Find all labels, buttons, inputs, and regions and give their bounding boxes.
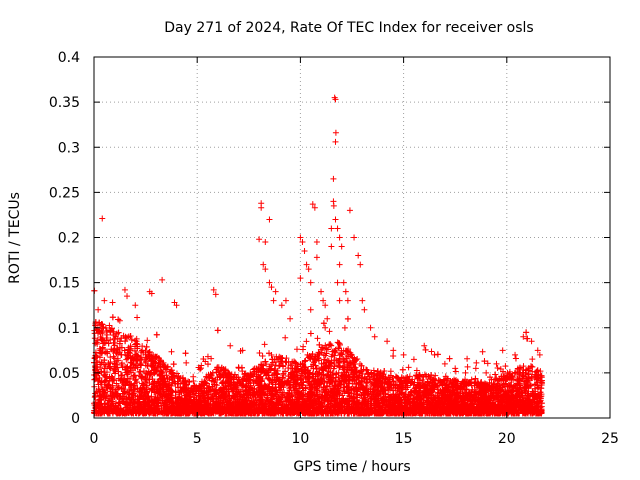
- data-point: [479, 348, 486, 355]
- data-point: [468, 376, 475, 383]
- data-point: [425, 373, 432, 380]
- data-point: [286, 385, 293, 392]
- data-point: [502, 363, 509, 370]
- data-point: [464, 355, 471, 362]
- data-point: [413, 367, 420, 374]
- data-point: [370, 374, 377, 381]
- data-point: [494, 364, 501, 371]
- data-point: [204, 353, 211, 360]
- data-point: [282, 334, 289, 341]
- data-point: [523, 366, 530, 373]
- data-point: [114, 355, 121, 362]
- data-point: [341, 324, 348, 331]
- grid-lines: [94, 57, 610, 418]
- data-point: [359, 378, 366, 385]
- data-point: [163, 372, 170, 379]
- data-point: [122, 351, 129, 358]
- data-point: [107, 336, 114, 343]
- data-point: [183, 359, 190, 366]
- data-point: [302, 391, 309, 398]
- data-point: [192, 390, 199, 397]
- data-point: [132, 337, 139, 344]
- data-point: [473, 359, 480, 366]
- data-point: [432, 372, 439, 379]
- data-point: [405, 364, 412, 371]
- data-point: [326, 328, 333, 335]
- data-point: [325, 346, 331, 353]
- data-point: [148, 385, 155, 392]
- data-point: [134, 314, 141, 321]
- data-point: [302, 357, 309, 364]
- data-point: [293, 346, 300, 353]
- data-point: [511, 370, 518, 377]
- data-point: [452, 368, 459, 375]
- data-point: [107, 359, 114, 366]
- data-point: [113, 380, 120, 387]
- data-point: [339, 392, 346, 399]
- data-point: [256, 349, 263, 356]
- data-point: [428, 348, 435, 355]
- data-point: [529, 356, 536, 363]
- data-point: [190, 373, 197, 380]
- data-point: [484, 360, 491, 367]
- data-points: [91, 94, 545, 417]
- data-point: [208, 355, 215, 362]
- data-point: [261, 341, 268, 348]
- data-point: [464, 363, 471, 370]
- chart-title: Day 271 of 2024, Rate Of TEC Index for r…: [164, 20, 533, 36]
- data-point: [314, 335, 321, 342]
- data-point: [531, 371, 538, 378]
- data-point: [406, 373, 413, 380]
